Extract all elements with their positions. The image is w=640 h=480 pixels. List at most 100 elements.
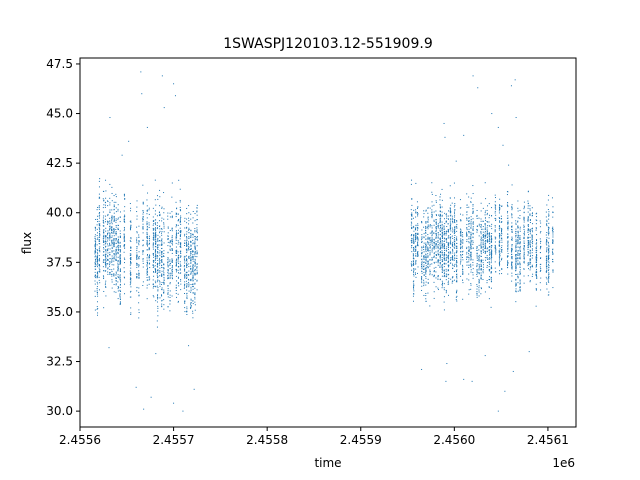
scatter-point xyxy=(429,237,431,239)
scatter-point xyxy=(148,207,150,209)
scatter-point xyxy=(117,229,119,231)
scatter-point xyxy=(485,246,487,248)
scatter-point xyxy=(130,282,132,284)
scatter-point xyxy=(192,300,194,302)
scatter-point xyxy=(146,264,148,266)
scatter-point xyxy=(159,259,161,261)
scatter-point xyxy=(482,240,484,242)
scatter-point xyxy=(96,258,98,260)
scatter-point xyxy=(192,269,194,271)
scatter-point xyxy=(183,264,185,266)
scatter-point xyxy=(449,185,451,187)
scatter-point xyxy=(539,238,541,240)
scatter-point xyxy=(161,287,163,289)
scatter-point xyxy=(117,286,119,288)
scatter-point xyxy=(146,277,148,278)
scatter-point xyxy=(161,275,163,277)
scatter-point xyxy=(107,222,109,224)
scatter-point xyxy=(425,245,427,247)
scatter-point xyxy=(413,268,415,270)
scatter-point xyxy=(161,207,163,209)
scatter-point xyxy=(517,253,519,255)
scatter-point xyxy=(435,210,437,212)
scatter-point xyxy=(196,266,198,268)
scatter-point xyxy=(529,230,531,232)
scatter-point xyxy=(552,261,554,263)
scatter-point xyxy=(184,283,186,285)
scatter-point xyxy=(94,237,96,239)
scatter-point xyxy=(454,204,456,206)
scatter-point xyxy=(194,258,196,260)
scatter-point xyxy=(138,236,140,238)
scatter-point xyxy=(478,278,480,280)
scatter-point xyxy=(515,236,517,238)
scatter-point xyxy=(445,273,447,275)
scatter-point xyxy=(153,260,155,262)
scatter-point xyxy=(177,301,179,303)
scatter-point xyxy=(484,247,486,249)
scatter-point xyxy=(425,232,427,234)
scatter-point xyxy=(472,227,474,229)
scatter-point xyxy=(527,220,529,222)
scatter-point xyxy=(194,309,196,311)
scatter-point xyxy=(433,232,435,234)
scatter-point xyxy=(186,252,188,254)
scatter-point xyxy=(453,252,455,254)
scatter-point xyxy=(535,288,537,290)
scatter-point xyxy=(536,220,538,222)
scatter-point xyxy=(445,241,447,243)
scatter-point xyxy=(466,261,468,263)
scatter-point xyxy=(490,225,492,227)
scatter-point xyxy=(523,230,525,232)
scatter-point xyxy=(111,275,113,277)
scatter-point xyxy=(462,259,464,261)
scatter-point xyxy=(461,247,463,249)
scatter-point xyxy=(531,275,533,277)
scatter-point xyxy=(177,266,179,268)
scatter-point xyxy=(501,205,503,207)
scatter-point xyxy=(535,270,537,272)
scatter-point xyxy=(196,280,198,282)
scatter-point xyxy=(499,207,501,209)
scatter-point xyxy=(186,243,188,245)
scatter-point xyxy=(452,237,454,239)
scatter-point xyxy=(167,259,169,261)
scatter-point xyxy=(117,269,119,271)
scatter-point xyxy=(152,254,154,256)
scatter-point xyxy=(540,240,542,242)
scatter-point xyxy=(136,252,138,254)
scatter-point xyxy=(194,248,196,250)
scatter-point xyxy=(188,217,190,219)
scatter-point xyxy=(449,220,451,222)
scatter-point xyxy=(433,261,435,263)
scatter-point xyxy=(180,250,182,252)
scatter-point xyxy=(536,242,538,244)
scatter-point xyxy=(113,241,115,243)
scatter-point xyxy=(111,255,113,257)
scatter-point xyxy=(519,266,521,268)
scatter-point xyxy=(480,210,482,212)
scatter-point xyxy=(167,257,169,259)
scatter-point xyxy=(531,213,533,215)
scatter-point xyxy=(455,160,457,162)
scatter-point xyxy=(167,251,169,253)
scatter-point xyxy=(113,291,115,293)
scatter-point xyxy=(178,218,179,220)
scatter-point xyxy=(192,271,194,273)
scatter-point xyxy=(455,291,457,293)
scatter-point xyxy=(190,213,192,215)
scatter-point xyxy=(482,248,484,250)
scatter-point xyxy=(177,255,179,257)
scatter-point xyxy=(488,286,490,288)
scatter-point xyxy=(456,226,458,228)
scatter-point xyxy=(421,247,423,249)
scatter-point xyxy=(456,242,458,244)
scatter-point xyxy=(507,247,509,249)
scatter-point xyxy=(171,228,173,230)
scatter-point xyxy=(441,237,443,239)
scatter-point xyxy=(499,234,501,236)
scatter-point xyxy=(441,221,443,223)
scatter-point xyxy=(431,251,433,253)
scatter-point xyxy=(476,229,478,231)
scatter-point xyxy=(427,250,429,252)
